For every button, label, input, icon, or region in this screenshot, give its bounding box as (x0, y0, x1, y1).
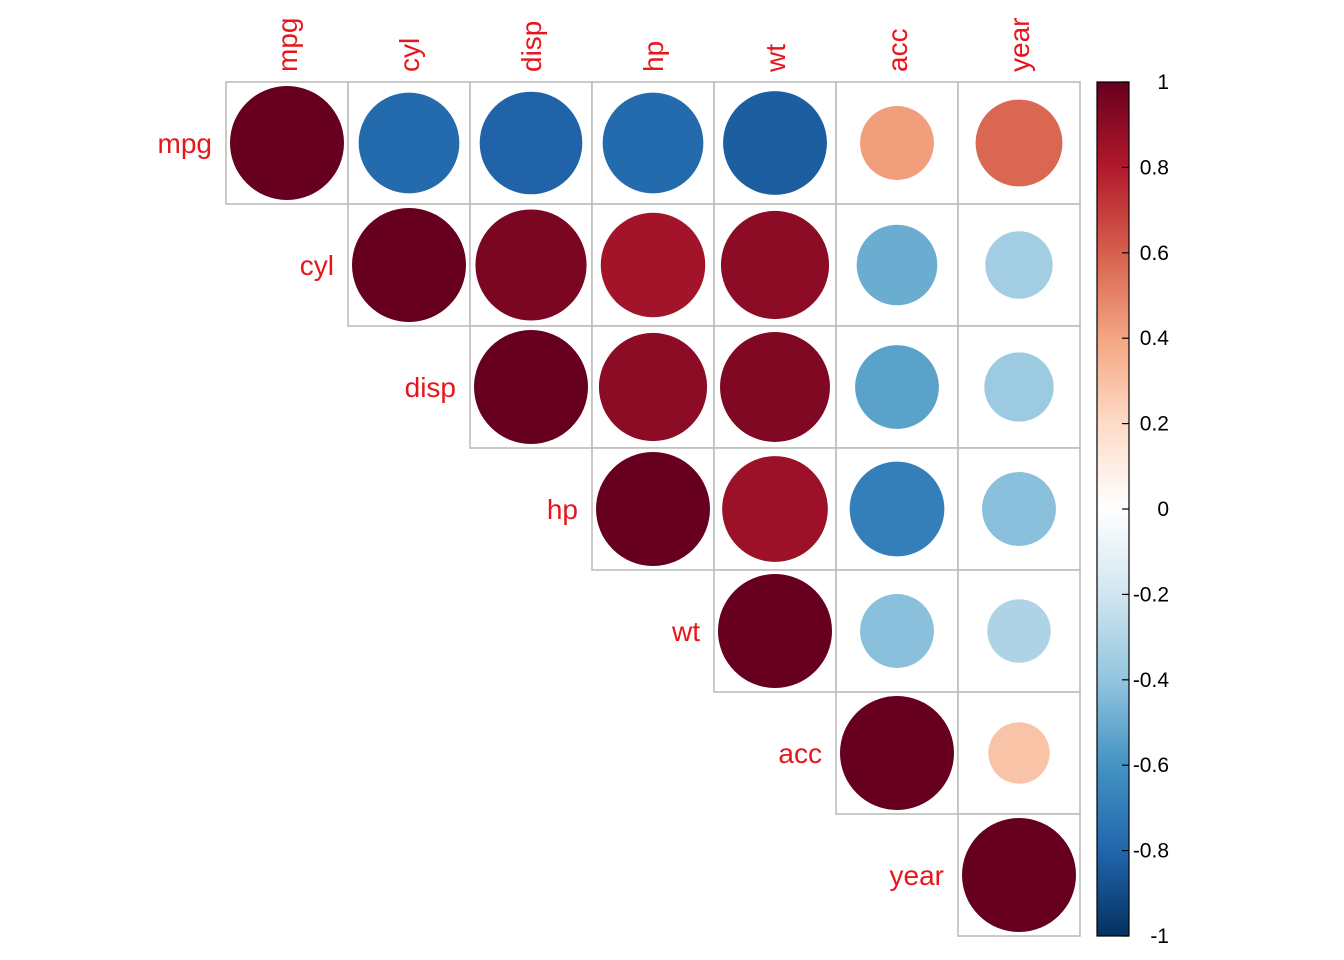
colorbar-tick-label: -0.2 (1133, 583, 1169, 606)
circle-acc-year (988, 722, 1050, 784)
col-label-wt: wt (760, 44, 791, 73)
circle-mpg-mpg (230, 86, 344, 200)
colorbar-legend: 1 0.8 0.6 0.4 0.2 0 -0.2 -0.4 -0.6 -0.8 -1 (1096, 71, 1169, 948)
row-label-acc: acc (778, 738, 822, 769)
row-label-mpg: mpg (158, 128, 212, 159)
cell-hp-year (957, 447, 1081, 571)
col-label-hp: hp (638, 41, 669, 72)
col-label-mpg: mpg (272, 18, 303, 72)
circle-mpg-disp (479, 91, 583, 195)
row-label-wt: wt (671, 616, 700, 647)
circle-cyl-year (985, 231, 1053, 299)
circle-cyl-cyl (352, 208, 466, 322)
circle-cyl-acc (856, 224, 938, 306)
circle-wt-acc (860, 594, 934, 668)
circle-hp-year (982, 472, 1056, 546)
circle-disp-hp (598, 332, 708, 442)
row-label-cyl: cyl (300, 250, 334, 281)
circle-mpg-acc (860, 106, 934, 180)
circle-hp-hp (596, 452, 710, 566)
row-label-year: year (890, 860, 944, 891)
column-labels: mpg cyl disp hp wt acc year (272, 18, 1035, 73)
colorbar-tick-label: 1 (1157, 71, 1169, 94)
colorbar-tick-label: -1 (1150, 925, 1169, 948)
colorbar-tick-label: -0.8 (1133, 840, 1169, 863)
circle-wt-wt (718, 574, 832, 688)
row-label-hp: hp (547, 494, 578, 525)
colorbar-tick-label: 0.6 (1140, 242, 1169, 265)
col-label-cyl: cyl (394, 38, 425, 72)
circle-disp-year (984, 352, 1054, 422)
colorbar-tick-label: 0.4 (1140, 327, 1170, 350)
circle-acc-acc (840, 696, 954, 810)
circle-disp-acc (855, 345, 939, 429)
circle-mpg-cyl (358, 92, 460, 194)
circle-hp-wt (722, 456, 828, 562)
col-label-year: year (1004, 18, 1035, 72)
circle-wt-year (987, 599, 1051, 663)
col-label-disp: disp (516, 21, 547, 72)
circle-mpg-wt (723, 91, 827, 195)
correlation-circles (230, 86, 1076, 932)
colorbar-ticks: 1 0.8 0.6 0.4 0.2 0 -0.2 -0.4 -0.6 -0.8 -1 (1122, 71, 1169, 948)
col-label-acc: acc (882, 28, 913, 72)
colorbar-tick-label: 0 (1157, 498, 1169, 521)
colorbar-tick-label: -0.6 (1133, 754, 1169, 777)
colorbar-tick-label: 0.8 (1140, 156, 1169, 179)
circle-cyl-hp (600, 212, 706, 318)
circle-disp-wt (720, 332, 830, 442)
row-label-disp: disp (405, 372, 456, 403)
colorbar-tick-label: 0.2 (1140, 413, 1169, 436)
circle-cyl-wt (720, 210, 830, 320)
row-labels: mpg cyl disp hp wt acc year (158, 128, 944, 891)
circle-hp-acc (849, 461, 945, 557)
circle-year-year (962, 818, 1076, 932)
circle-mpg-year (975, 99, 1063, 187)
circle-cyl-disp (475, 209, 587, 321)
circle-mpg-hp (602, 92, 704, 194)
colorbar-tick-label: -0.4 (1133, 669, 1170, 692)
circle-disp-disp (474, 330, 588, 444)
